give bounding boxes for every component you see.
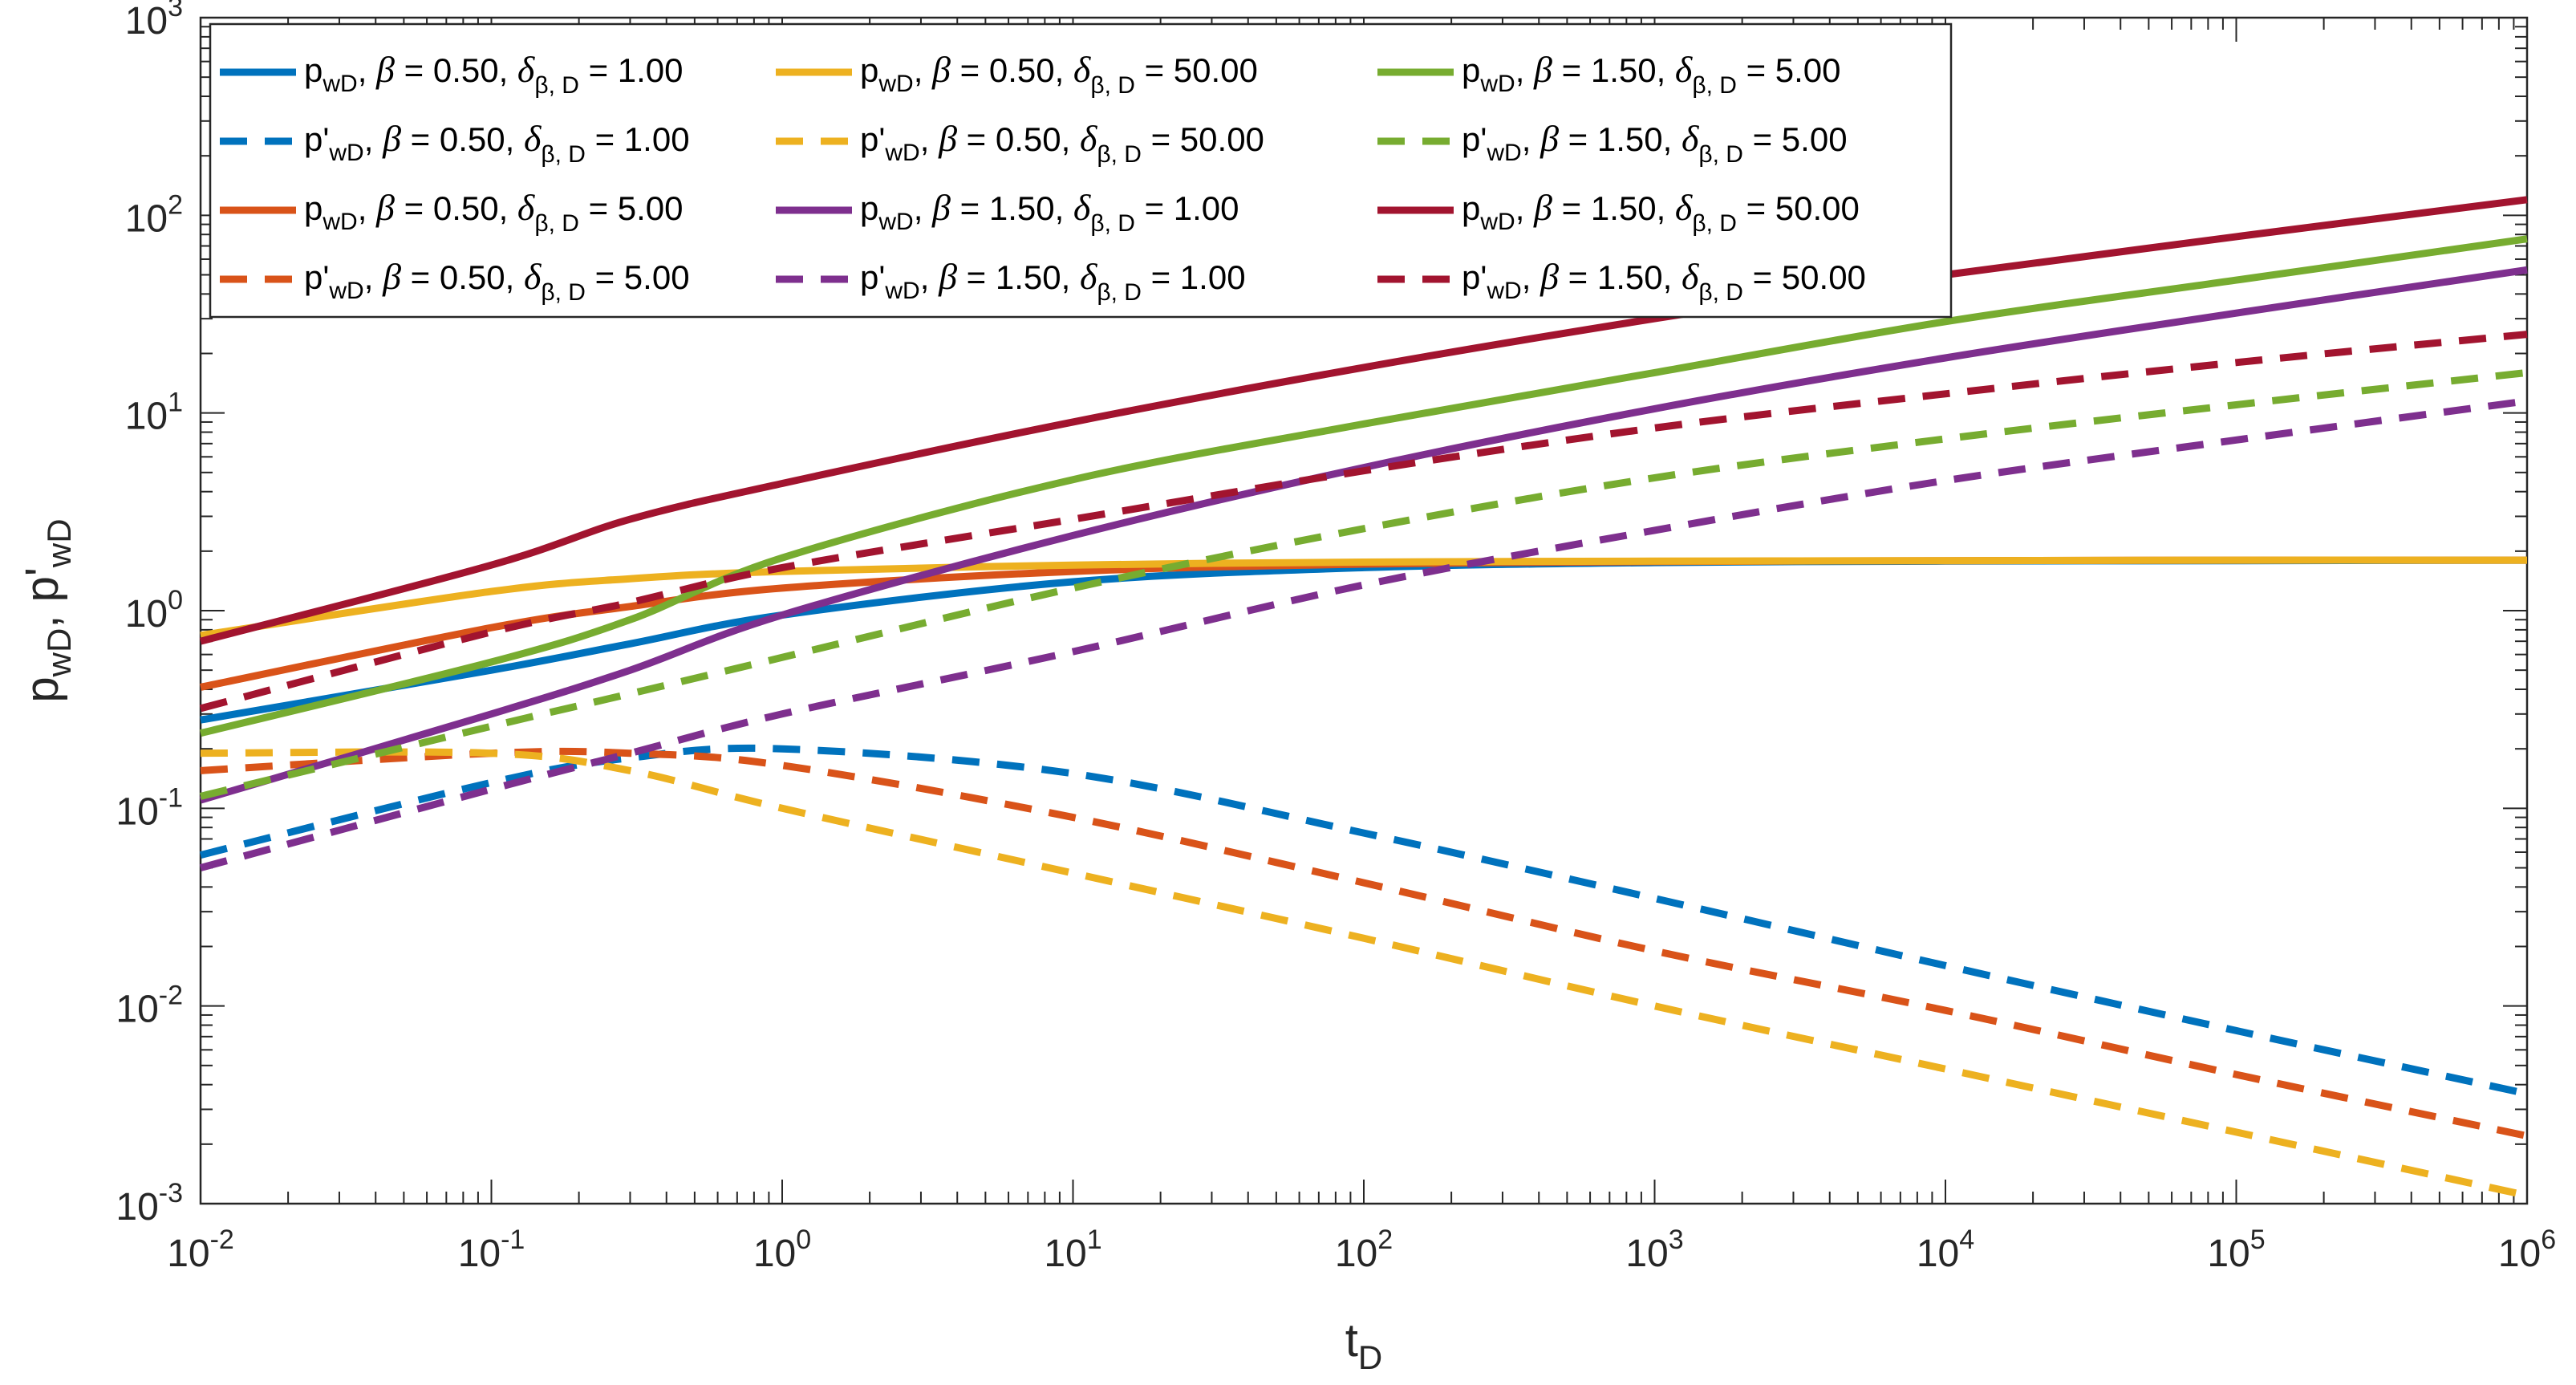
series-lines [199,196,2528,1200]
y-tick-label: 10-2 [116,981,183,1031]
legend-entry-8: p'wD, β = 1.50, δβ, D = 1.00 [860,256,1246,306]
legend-entry-10: p'wD, β = 1.50, δβ, D = 5.00 [1462,118,1848,168]
series-line-11 [199,196,2528,645]
legend-entry-7: pwD, β = 1.50, δβ, D = 1.00 [860,187,1239,237]
x-tick-label: 100 [753,1225,811,1275]
x-tick-label: 102 [1335,1225,1393,1275]
legend-entry-9: pwD, β = 1.50, δβ, D = 5.00 [1462,49,1841,99]
series-line-5 [200,556,2528,640]
y-axis-label: pwD, p'wD [16,518,78,702]
y-tick-label: 10-3 [116,1178,183,1229]
y-tick-label: 103 [125,0,183,43]
legend-entry-4: p'wD, β = 0.50, δβ, D = 5.00 [304,256,690,306]
legend: pwD, β = 0.50, δβ, D = 1.00 p'wD, β = 0.5… [209,22,1953,319]
x-tick-label: 106 [2498,1225,2556,1275]
axis-labels: tD pwD, p'wD [16,518,1382,1376]
tick-labels: 10-2 10-1 100 101 102 103 104 105 10610-310-210-… [116,0,2556,1275]
legend-entry-6: p'wD, β = 0.50, δβ, D = 50.00 [860,118,1264,168]
series-line-9 [199,235,2528,737]
x-tick-label: 10-1 [458,1225,525,1275]
series-line-8 [199,397,2528,871]
x-tick-label: 103 [1625,1225,1683,1275]
legend-entry-1: pwD, β = 0.50, δβ, D = 1.00 [304,49,684,99]
y-tick-label: 102 [125,189,183,240]
series-line-6 [200,748,2528,1200]
legend-entry-5: pwD, β = 0.50, δβ, D = 50.00 [860,49,1258,99]
legend-entry-11: pwD, β = 1.50, δβ, D = 50.00 [1462,187,1860,237]
x-tick-label: 101 [1044,1225,1101,1275]
x-tick-label: 10-2 [167,1225,234,1275]
x-tick-label: 104 [1917,1225,1974,1275]
legend-entry-12: p'wD, β = 1.50, δβ, D = 50.00 [1462,256,1866,306]
legend-box [209,22,1953,319]
y-tick-label: 101 [125,388,183,438]
legend-entry-3: pwD, β = 0.50, δβ, D = 5.00 [304,187,684,237]
x-axis-label: tD [1345,1314,1382,1376]
series-line-12 [199,331,2528,713]
y-tick-label: 10-1 [116,782,183,833]
series-line-7 [199,266,2528,804]
series-line-2 [199,744,2528,1098]
plot-frame [199,16,2529,1205]
series-line-4 [200,747,2528,1140]
x-tick-label: 105 [2207,1225,2265,1275]
series-line-10 [199,368,2528,800]
legend-entry-2: p'wD, β = 0.50, δβ, D = 1.00 [304,118,690,168]
y-tick-label: 100 [125,585,183,636]
